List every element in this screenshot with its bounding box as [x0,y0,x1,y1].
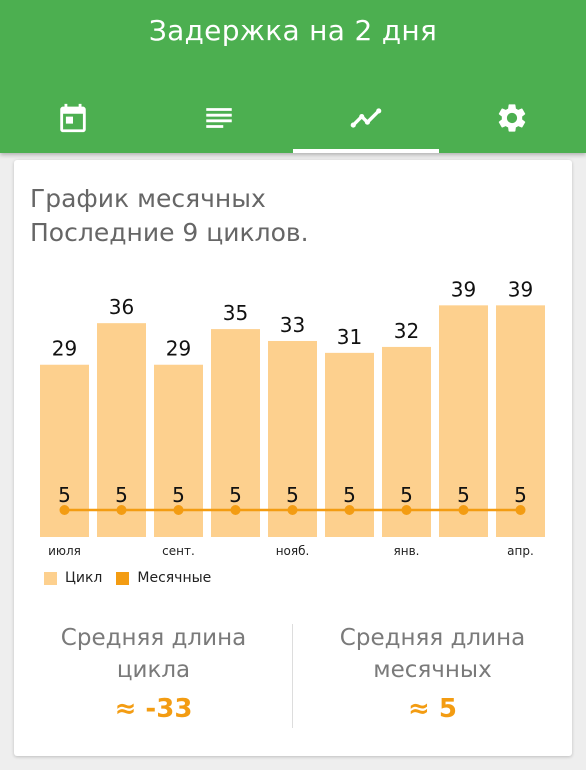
card-title: График месячных Последние 9 циклов. [30,182,309,250]
stats-divider [292,624,293,728]
period-value-label: 5 [115,483,128,507]
page-title: Задержка на 2 дня [148,14,438,47]
app-bar: Задержка на 2 дня [0,0,586,153]
legend-swatch-cycle [44,571,57,585]
tab-settings[interactable] [439,86,585,150]
avg-period-stat: Средняя длина месячных ≈ 5 [293,622,572,724]
avg-cycle-label: Средняя длина цикла [14,622,293,686]
x-tick-label: июля [48,544,81,558]
x-tick-label: янв. [394,544,420,558]
avg-period-value: ≈ 5 [408,694,457,724]
active-tab-indicator [293,149,439,153]
period-point [344,505,355,515]
period-point [116,505,127,515]
card-title-line1: График месячных [30,184,266,213]
bar-value-label: 32 [394,319,419,343]
cycle-chart: 29 36 29 35 33 31 32 39 39 5 5 5 5 5 5 5 5 5 июля сент. нояб… [40,277,545,558]
period-point [173,505,184,515]
avg-period-label: Средняя длина месячных [293,622,572,686]
avg-cycle-value: ≈ -33 [114,694,193,724]
period-value-label: 5 [286,483,299,507]
tab-calendar[interactable] [0,86,146,150]
bar-value-label: 31 [337,325,362,349]
period-value-label: 5 [343,483,356,507]
period-value-label: 5 [58,483,71,507]
period-value-label: 5 [229,483,242,507]
tab-charts[interactable] [293,86,439,150]
bar-value-label: 39 [451,277,476,301]
avg-period-label-line1: Средняя длина [339,625,526,651]
avg-cycle-label-line2: цикла [116,657,191,683]
legend-swatch-period [116,571,130,585]
avg-cycle-stat: Средняя длина цикла ≈ -33 [14,622,293,724]
legend-label-period: Месячные [137,570,212,586]
chart-legend: Цикл Месячные [44,570,225,586]
bar-value-label: 39 [508,277,533,301]
period-value-label: 5 [457,483,470,507]
period-point [59,505,70,515]
chart-line-icon [350,108,382,128]
card-title-line2: Последние 9 циклов. [30,218,309,247]
bar-cycle [211,329,260,537]
legend-label-cycle: Цикл [65,570,103,586]
calendar-icon [60,103,86,133]
period-point [458,505,469,515]
avg-cycle-label-line1: Средняя длина [60,625,247,651]
bar-value-label: 35 [223,301,248,325]
chart-card: График месячных Последние 9 циклов. 29 36… [14,160,572,756]
bar-value-label: 33 [280,313,305,337]
x-tick-label: нояб. [276,544,310,558]
bar-cycle [496,305,545,537]
bar-value-label: 36 [109,295,134,319]
tab-notes[interactable] [146,86,292,150]
bar-cycle [439,305,488,537]
avg-period-label-line2: месячных [373,657,492,683]
period-point [230,505,241,515]
bar-cycle [268,340,317,537]
gear-icon [498,104,526,132]
period-value-label: 5 [172,483,185,507]
bar-cycle [97,323,146,537]
period-point [287,505,298,515]
list-icon [206,108,232,128]
period-value-label: 5 [514,483,527,507]
bar-value-label: 29 [166,337,191,361]
x-tick-label: апр. [507,544,534,558]
period-value-label: 5 [400,483,413,507]
period-point [515,505,526,515]
period-point [401,505,412,515]
bar-value-label: 29 [52,337,77,361]
legend-item-period: Месячные [116,570,211,586]
x-tick-label: сент. [162,544,195,558]
legend-item-cycle: Цикл [44,570,102,586]
